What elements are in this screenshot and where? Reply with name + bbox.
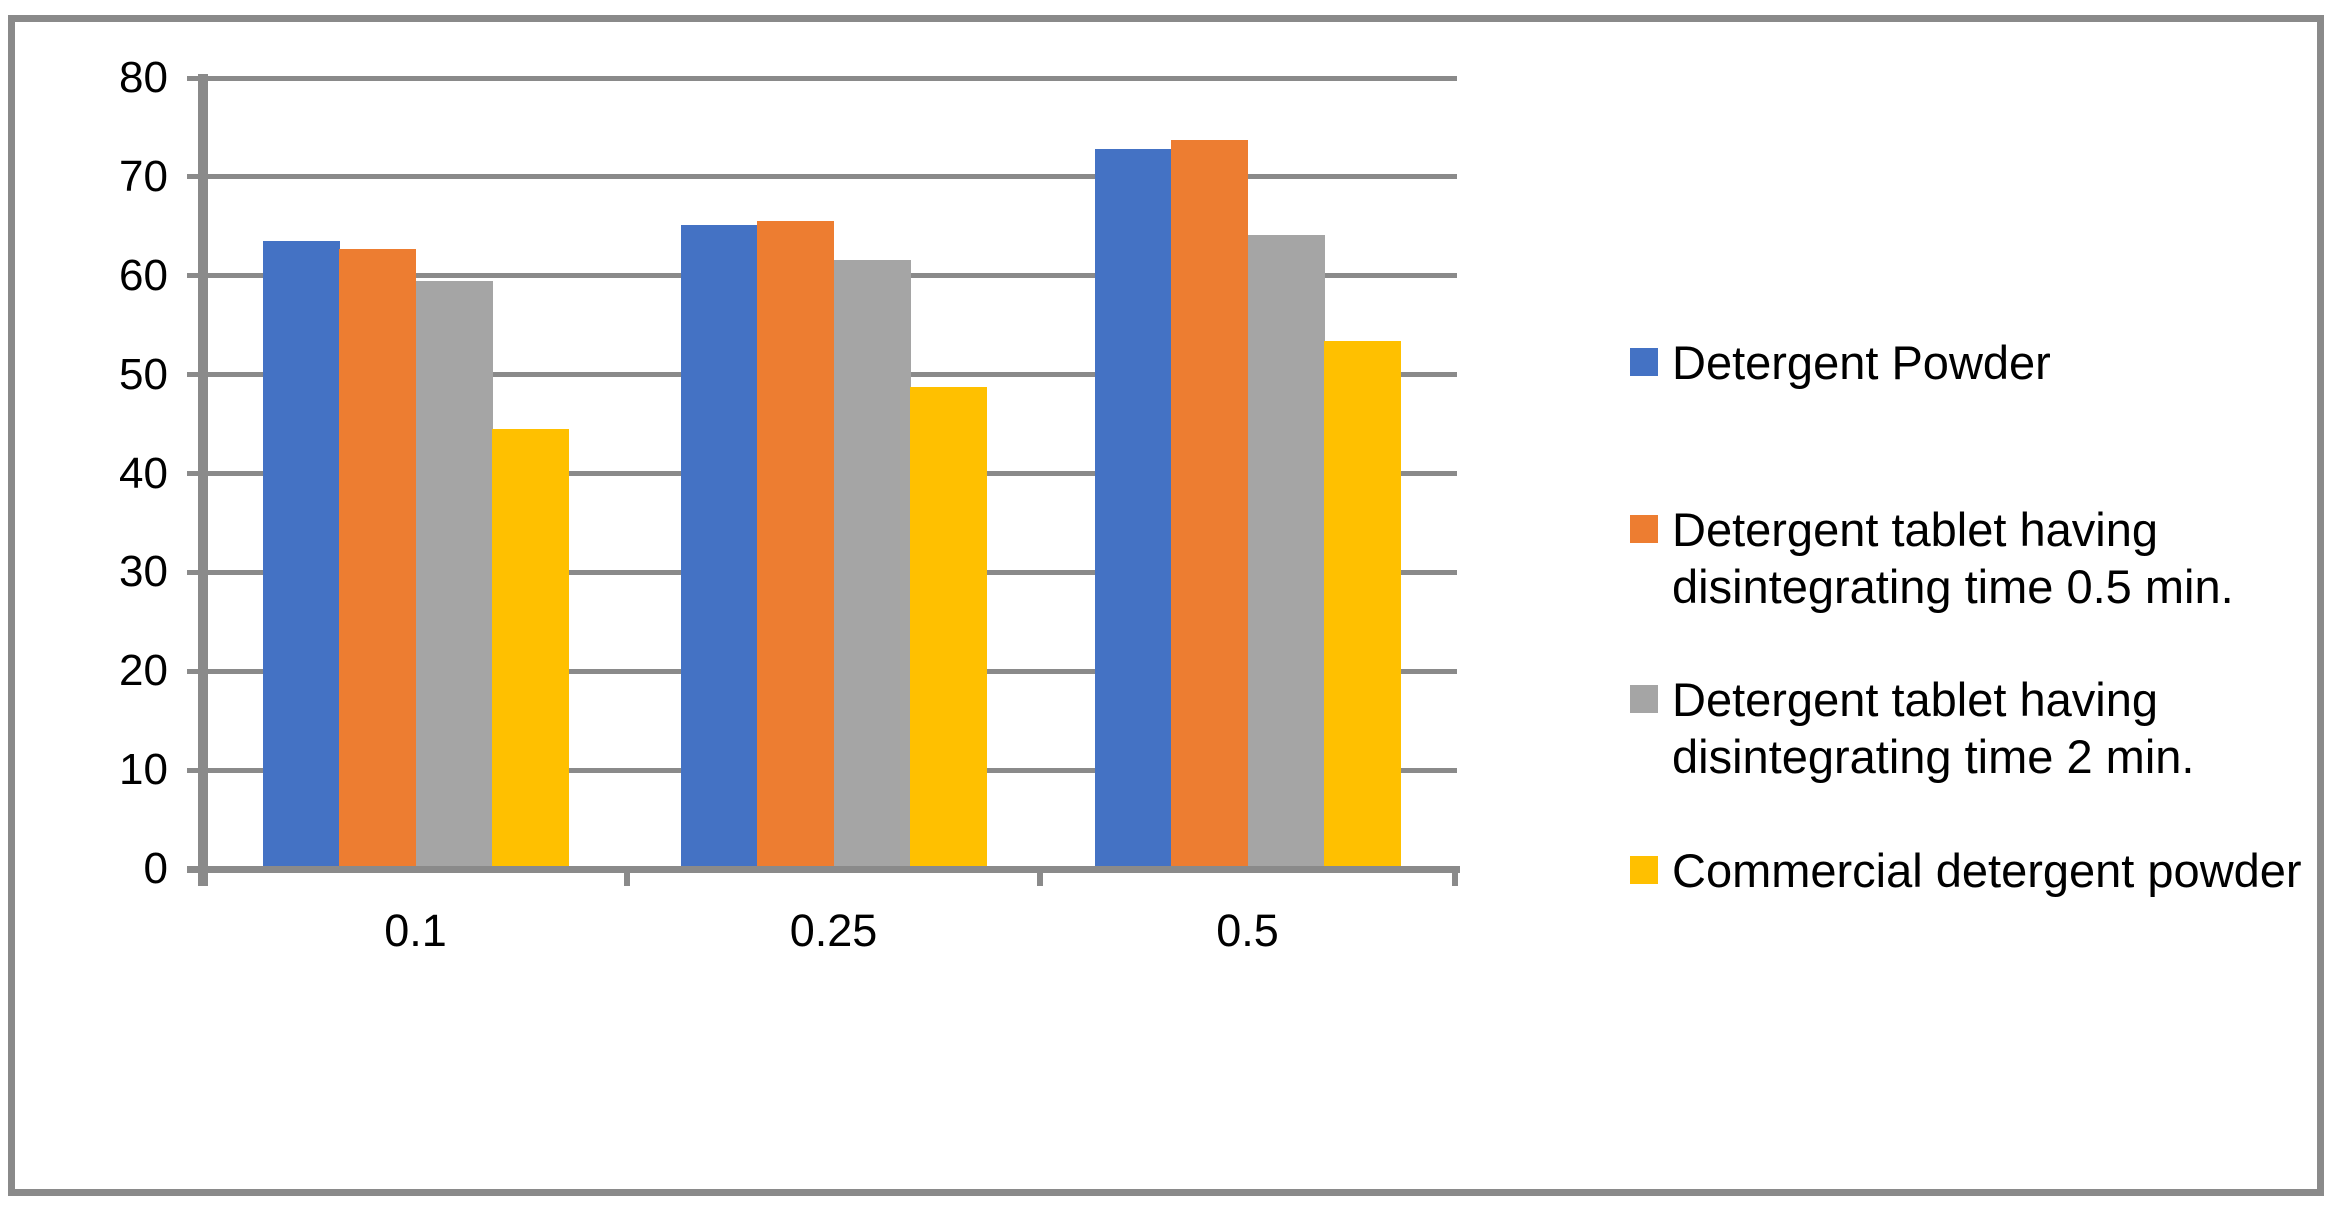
legend-entry-series1: Detergent Powder [1630, 334, 2051, 391]
y-tick-label: 80 [119, 53, 168, 102]
bar-series2-cat3 [1171, 140, 1248, 866]
legend-label: Detergent tablet having disintegrating t… [1672, 503, 2234, 613]
legend-entry-series3: Detergent tablet having disintegrating t… [1630, 671, 2194, 785]
legend-swatch-icon [1630, 856, 1658, 884]
chart-border [8, 15, 2324, 1196]
x-axis-tick [1037, 869, 1043, 886]
y-tick-label: 20 [119, 646, 168, 696]
bar-series1-cat1 [263, 241, 340, 866]
legend-swatch-icon [1630, 348, 1658, 376]
bar-series4-cat1 [492, 429, 569, 866]
y-tick-label: 60 [119, 250, 168, 300]
legend-label: Detergent Powder [1672, 336, 2051, 389]
x-axis-tick [624, 869, 630, 886]
bar-series3-cat2 [834, 260, 911, 866]
x-axis-line [187, 866, 1460, 873]
legend-entry-series2: Detergent tablet having disintegrating t… [1630, 501, 2234, 615]
y-gridline [187, 75, 1457, 81]
y-tick-label: 30 [119, 547, 168, 597]
x-category-label: 0.1 [384, 905, 447, 956]
x-category-label: 0.25 [789, 905, 878, 956]
bar-series1-cat2 [681, 225, 758, 866]
y-gridline [187, 174, 1457, 180]
bar-series2-cat2 [757, 221, 834, 866]
y-tick-label: 70 [119, 151, 168, 201]
y-tick-label: 40 [119, 448, 168, 498]
legend-label: Commercial detergent powder [1672, 844, 2302, 897]
legend-swatch-icon [1630, 685, 1658, 713]
y-tick-label: 0 [143, 844, 168, 893]
y-axis-line [198, 74, 208, 886]
bar-series4-cat3 [1324, 341, 1401, 866]
x-axis-tick [201, 869, 207, 886]
bar-series3-cat1 [416, 281, 493, 866]
bar-series4-cat2 [910, 387, 987, 866]
x-axis-tick [1452, 869, 1458, 886]
legend-swatch-icon [1630, 515, 1658, 543]
legend-label: Detergent tablet having disintegrating t… [1672, 673, 2195, 783]
y-tick-label: 50 [119, 349, 168, 399]
bar-series3-cat3 [1248, 235, 1325, 866]
x-category-label: 0.5 [1216, 905, 1279, 956]
legend-entry-series4: Commercial detergent powder [1630, 842, 2302, 899]
y-tick-label: 10 [119, 745, 168, 795]
bar-series1-cat3 [1095, 149, 1172, 866]
bar-series2-cat1 [339, 249, 416, 866]
